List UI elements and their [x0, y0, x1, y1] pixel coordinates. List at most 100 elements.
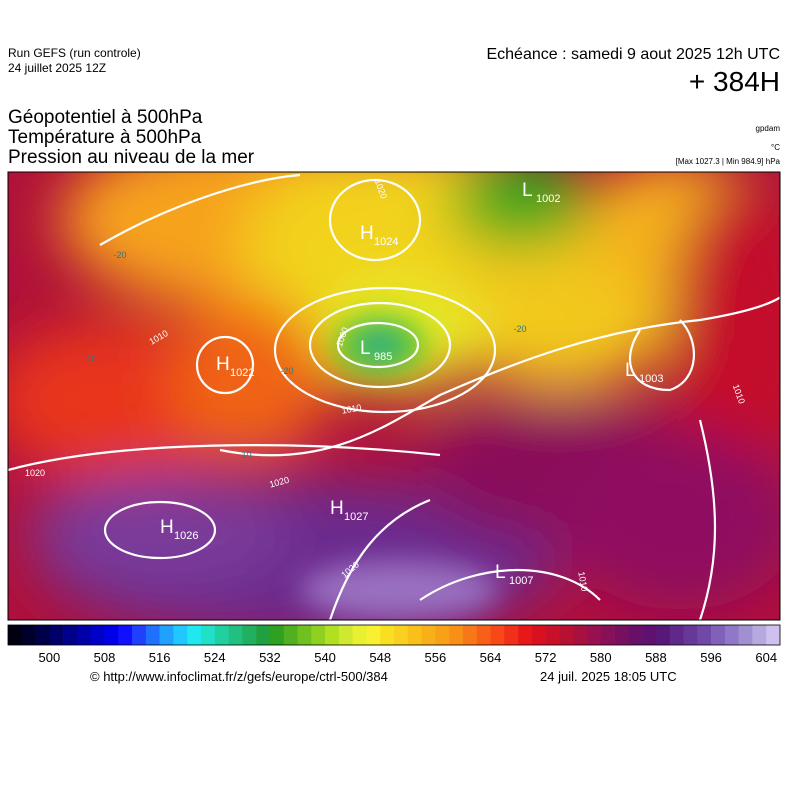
colorbar-tick-label: 564	[480, 650, 502, 665]
colorbar-swatch	[8, 625, 23, 645]
colorbar-tick-label: 588	[645, 650, 667, 665]
colorbar-swatch	[600, 625, 615, 645]
colorbar-swatch	[655, 625, 671, 645]
colorbar-swatch	[173, 625, 188, 645]
colorbar-swatch	[104, 625, 119, 645]
colorbar-tick-label: 540	[314, 650, 336, 665]
center-value: 1002	[536, 193, 560, 205]
colorbar-swatch	[145, 625, 160, 645]
title: Pression au niveau de la mer	[8, 147, 255, 168]
run: Run GEFS (run controle)	[8, 46, 141, 60]
colorbar-swatch	[201, 625, 216, 645]
center-value: 1003	[639, 373, 663, 385]
colorbar-swatch	[669, 625, 684, 645]
colorbar-swatch	[380, 625, 395, 645]
center-value: 1024	[374, 236, 398, 248]
colorbar-frame	[7, 624, 781, 646]
colorbar-tick-label: 508	[94, 650, 116, 665]
colorbar-swatch	[325, 625, 340, 645]
center-value: 1022	[230, 367, 254, 379]
temperature-label: -10	[238, 450, 251, 460]
colorbar-swatch	[256, 625, 271, 645]
colorbar-swatch	[187, 625, 202, 645]
colorbar-swatch	[628, 625, 643, 645]
colorbar-swatch	[683, 625, 698, 645]
temperature-label: -20	[113, 250, 126, 260]
colorbar-swatch	[738, 625, 753, 645]
colorbar-swatch	[573, 625, 588, 645]
isobar-label: 1020	[25, 468, 45, 478]
colorbar-tick-label: 524	[204, 650, 226, 665]
colorbar-swatch	[90, 625, 105, 645]
center-value: 1007	[509, 575, 533, 587]
colorbar-swatch	[214, 625, 229, 645]
colorbar-swatch	[435, 625, 450, 645]
center-type: H	[330, 498, 344, 519]
colorbar-swatch	[49, 625, 64, 645]
colorbar-swatch	[35, 625, 50, 645]
colorbar-tick-label: 580	[590, 650, 612, 665]
center-type: L	[495, 562, 506, 583]
colorbar-swatch	[118, 625, 133, 645]
colorbar-tick-label: 500	[39, 650, 61, 665]
colorbar-swatch	[338, 625, 353, 645]
colorbar-swatch	[242, 625, 257, 645]
colorbar-swatch	[449, 625, 464, 645]
pressure-center: L 1007	[495, 562, 533, 587]
colorbar-swatch	[366, 625, 381, 645]
colorbar-swatch	[63, 625, 78, 645]
colorbar-tick-label: 548	[369, 650, 391, 665]
colorbar-swatch	[283, 625, 298, 645]
isobar-label: 1010	[341, 402, 362, 415]
colorbar-swatch	[545, 625, 560, 645]
colorbar-swatch	[724, 625, 739, 645]
colorbar-swatch	[269, 625, 285, 645]
pressure-center: L 1003	[625, 360, 663, 385]
colorbar-tick-label: 572	[535, 650, 557, 665]
pressure-center: L 985	[360, 338, 392, 363]
colorbar-swatch	[132, 625, 147, 645]
colorbar-swatch	[394, 625, 409, 645]
colorbar-tick-label: 532	[259, 650, 281, 665]
pressure-center: L 1002	[522, 180, 560, 205]
temperature-label: -10	[83, 354, 96, 364]
colorbar-swatch	[76, 625, 92, 645]
map-frame	[7, 171, 781, 621]
center-type: H	[360, 223, 374, 244]
unit: gpdam	[755, 124, 780, 133]
colorbar-swatch	[766, 625, 781, 645]
colorbar-swatch	[490, 625, 505, 645]
colorbar-swatch	[559, 625, 574, 645]
pressure-center: H 1026	[160, 517, 198, 542]
colorbar-swatch	[518, 625, 533, 645]
colorbar-tick-label: 516	[149, 650, 171, 665]
colorbar-swatch	[531, 625, 546, 645]
colorbar-tick-label: 556	[425, 650, 447, 665]
colorbar-swatch	[642, 625, 657, 645]
colorbar-swatch	[159, 625, 174, 645]
colorbar-swatch	[697, 625, 712, 645]
colorbar-swatch	[407, 625, 422, 645]
colorbar-swatch	[21, 625, 36, 645]
center-value: 985	[374, 351, 392, 363]
center-type: L	[625, 360, 636, 381]
temperature-label: -20	[280, 366, 293, 376]
center-type: L	[360, 338, 371, 359]
colorbar-tick-label: 604	[755, 650, 777, 665]
colorbar-swatch	[614, 625, 629, 645]
unit: °C	[771, 143, 780, 152]
colorbar-swatch	[311, 625, 326, 645]
colorbar-swatch	[476, 625, 491, 645]
colorbar-swatch	[228, 625, 243, 645]
isobars	[8, 173, 780, 620]
colorbar-swatch	[352, 625, 367, 645]
pressure-center: H 1022	[216, 354, 254, 379]
center-type: H	[160, 517, 174, 538]
run-date: 24 juillet 2025 12Z	[8, 61, 107, 75]
center-value: 1027	[344, 511, 368, 523]
title: Géopotentiel à 500hPa	[8, 107, 203, 128]
field	[8, 172, 780, 620]
colorbar-swatch	[752, 625, 767, 645]
